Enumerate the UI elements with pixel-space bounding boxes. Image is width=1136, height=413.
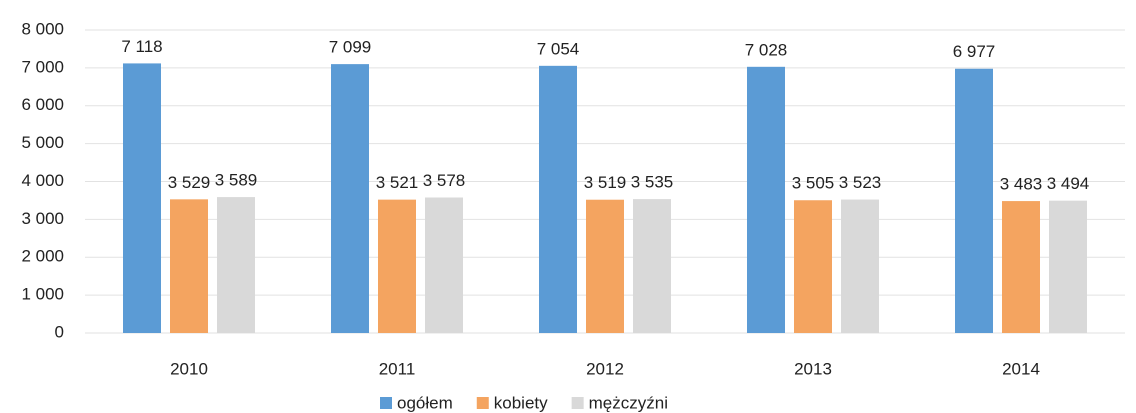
x-tick-label: 2013: [794, 359, 832, 378]
data-label: 7 028: [745, 40, 788, 59]
data-label: 3 519: [584, 173, 627, 192]
y-tick-label: 2 000: [21, 247, 64, 266]
data-label: 3 589: [215, 171, 258, 190]
bar: [841, 199, 879, 333]
legend-swatch: [476, 397, 489, 409]
bar: [539, 65, 577, 334]
data-label: 3 521: [376, 173, 419, 192]
data-label: 3 483: [1000, 175, 1043, 194]
bar: [425, 197, 463, 333]
bar: [955, 68, 993, 333]
bar: [123, 63, 161, 333]
data-label: 3 505: [792, 174, 835, 193]
y-tick-label: 4 000: [21, 171, 64, 190]
x-tick-label: 2012: [586, 359, 624, 378]
bar: [170, 199, 208, 333]
y-tick-label: 1 000: [21, 285, 64, 304]
bar: [1002, 201, 1040, 333]
bar: [633, 199, 671, 333]
bar: [586, 199, 624, 333]
data-label: 7 118: [121, 37, 162, 56]
data-label: 3 529: [168, 173, 211, 192]
legend-swatch: [571, 397, 584, 409]
bar: [331, 64, 369, 334]
y-tick-label: 7 000: [21, 57, 64, 76]
legend-swatch: [380, 397, 392, 409]
x-tick-label: 2010: [170, 359, 208, 378]
y-tick-label: 6 000: [21, 95, 64, 114]
bar: [217, 197, 255, 333]
bar: [378, 199, 416, 333]
data-label: 7 054: [537, 39, 580, 58]
legend-label: mężczyźni: [589, 393, 668, 412]
data-label: 3 523: [839, 173, 882, 192]
legend-label: kobiety: [494, 393, 548, 412]
bar: [794, 200, 832, 333]
y-tick-label: 5 000: [21, 133, 64, 152]
data-label: 3 494: [1047, 174, 1090, 193]
bar: [747, 66, 785, 333]
bar: [1049, 200, 1087, 333]
x-tick-label: 2011: [379, 359, 416, 378]
data-label: 6 977: [953, 42, 996, 61]
x-tick-label: 2014: [1002, 359, 1040, 378]
y-tick-label: 8 000: [21, 19, 64, 38]
data-label: 7 099: [329, 38, 372, 57]
y-tick-label: 3 000: [21, 209, 64, 228]
data-label: 3 535: [631, 173, 674, 192]
legend-label: ogółem: [397, 393, 453, 412]
y-tick-label: 0: [55, 322, 64, 341]
data-label: 3 578: [423, 171, 466, 190]
